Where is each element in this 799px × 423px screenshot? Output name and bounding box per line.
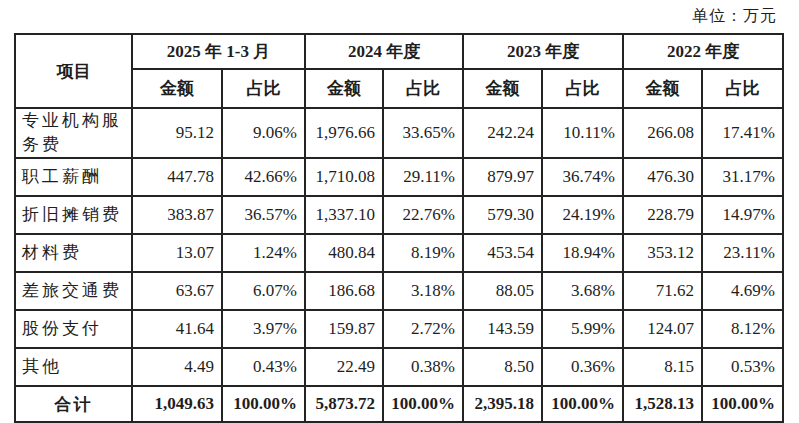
cell-amount: 353.12 xyxy=(623,234,702,272)
cell-ratio: 36.74% xyxy=(542,158,623,196)
cell-ratio: 36.57% xyxy=(222,196,305,234)
cell-amount: 879.97 xyxy=(463,158,542,196)
cell-ratio: 31.17% xyxy=(702,158,783,196)
cell-ratio: 24.19% xyxy=(542,196,623,234)
cell-ratio: 22.76% xyxy=(383,196,463,234)
cell-amount: 8.50 xyxy=(463,348,542,386)
total-row-label: 合计 xyxy=(15,386,132,422)
table-row-share-payment: 股份支付 41.64 3.97% 159.87 2.72% 143.59 5.9… xyxy=(15,310,783,348)
cell-amount: 228.79 xyxy=(623,196,702,234)
cell-ratio: 8.19% xyxy=(383,234,463,272)
expense-breakdown-table: 项目 2025 年 1-3 月 2024 年度 2023 年度 2022 年度 … xyxy=(14,33,784,423)
cell-total-ratio: 100.00% xyxy=(542,386,623,422)
subheader-ratio-2023: 占比 xyxy=(542,69,623,108)
cell-amount: 8.15 xyxy=(623,348,702,386)
cell-ratio: 0.38% xyxy=(383,348,463,386)
cell-ratio: 8.12% xyxy=(702,310,783,348)
cell-ratio: 0.43% xyxy=(222,348,305,386)
table-row-professional-services: 专业机构服务费 95.12 9.06% 1,976.66 33.65% 242.… xyxy=(15,108,783,158)
table-row-depreciation-amortization: 折旧摊销费 383.87 36.57% 1,337.10 22.76% 579.… xyxy=(15,196,783,234)
row-item-label: 差旅交通费 xyxy=(15,272,132,310)
cell-amount: 143.59 xyxy=(463,310,542,348)
cell-ratio: 42.66% xyxy=(222,158,305,196)
row-item-label: 折旧摊销费 xyxy=(15,196,132,234)
cell-ratio: 4.69% xyxy=(702,272,783,310)
cell-amount: 266.08 xyxy=(623,108,702,158)
cell-ratio: 0.36% xyxy=(542,348,623,386)
table-row-other: 其他 4.49 0.43% 22.49 0.38% 8.50 0.36% 8.1… xyxy=(15,348,783,386)
cell-total-ratio: 100.00% xyxy=(702,386,783,422)
column-header-item: 项目 xyxy=(15,34,132,108)
header-row-periods: 项目 2025 年 1-3 月 2024 年度 2023 年度 2022 年度 xyxy=(15,34,783,69)
cell-amount: 476.30 xyxy=(623,158,702,196)
column-header-period-2025: 2025 年 1-3 月 xyxy=(132,34,305,69)
cell-amount: 41.64 xyxy=(132,310,222,348)
cell-ratio: 3.18% xyxy=(383,272,463,310)
cell-amount: 63.67 xyxy=(132,272,222,310)
row-item-label: 职工薪酬 xyxy=(15,158,132,196)
document-page: 单位：万元 项目 2025 年 1-3 月 2024 年度 2023 年度 20… xyxy=(0,0,799,423)
cell-total-amount: 5,873.72 xyxy=(305,386,383,422)
cell-amount: 453.54 xyxy=(463,234,542,272)
subheader-ratio-2025: 占比 xyxy=(222,69,305,108)
cell-amount: 88.05 xyxy=(463,272,542,310)
subheader-amount-2023: 金额 xyxy=(463,69,542,108)
cell-total-ratio: 100.00% xyxy=(222,386,305,422)
cell-total-amount: 1,528.13 xyxy=(623,386,702,422)
cell-amount: 1,976.66 xyxy=(305,108,383,158)
subheader-amount-2022: 金额 xyxy=(623,69,702,108)
cell-ratio: 18.94% xyxy=(542,234,623,272)
cell-amount: 22.49 xyxy=(305,348,383,386)
column-header-period-2023: 2023 年度 xyxy=(463,34,623,69)
cell-ratio: 23.11% xyxy=(702,234,783,272)
column-header-period-2024: 2024 年度 xyxy=(305,34,463,69)
cell-amount: 4.49 xyxy=(132,348,222,386)
cell-ratio: 0.53% xyxy=(702,348,783,386)
cell-amount: 186.68 xyxy=(305,272,383,310)
table-row-total: 合计 1,049.63 100.00% 5,873.72 100.00% 2,3… xyxy=(15,386,783,422)
cell-ratio: 17.41% xyxy=(702,108,783,158)
unit-label: 单位：万元 xyxy=(692,6,777,27)
cell-ratio: 29.11% xyxy=(383,158,463,196)
cell-ratio: 14.97% xyxy=(702,196,783,234)
column-header-period-2022: 2022 年度 xyxy=(623,34,783,69)
cell-ratio: 9.06% xyxy=(222,108,305,158)
cell-ratio: 6.07% xyxy=(222,272,305,310)
cell-total-amount: 2,395.18 xyxy=(463,386,542,422)
cell-ratio: 2.72% xyxy=(383,310,463,348)
subheader-ratio-2022: 占比 xyxy=(702,69,783,108)
cell-amount: 383.87 xyxy=(132,196,222,234)
cell-ratio: 5.99% xyxy=(542,310,623,348)
table-row-employee-compensation: 职工薪酬 447.78 42.66% 1,710.08 29.11% 879.9… xyxy=(15,158,783,196)
cell-amount: 1,710.08 xyxy=(305,158,383,196)
cell-ratio: 1.24% xyxy=(222,234,305,272)
cell-total-amount: 1,049.63 xyxy=(132,386,222,422)
cell-amount: 1,337.10 xyxy=(305,196,383,234)
cell-amount: 579.30 xyxy=(463,196,542,234)
table-row-travel-transport: 差旅交通费 63.67 6.07% 186.68 3.18% 88.05 3.6… xyxy=(15,272,783,310)
cell-amount: 480.84 xyxy=(305,234,383,272)
row-item-label: 其他 xyxy=(15,348,132,386)
subheader-amount-2024: 金额 xyxy=(305,69,383,108)
cell-ratio: 10.11% xyxy=(542,108,623,158)
subheader-ratio-2024: 占比 xyxy=(383,69,463,108)
row-item-label: 专业机构服务费 xyxy=(15,108,132,158)
cell-amount: 447.78 xyxy=(132,158,222,196)
cell-ratio: 3.68% xyxy=(542,272,623,310)
cell-amount: 95.12 xyxy=(132,108,222,158)
cell-ratio: 3.97% xyxy=(222,310,305,348)
cell-amount: 124.07 xyxy=(623,310,702,348)
cell-amount: 159.87 xyxy=(305,310,383,348)
cell-total-ratio: 100.00% xyxy=(383,386,463,422)
row-item-label: 股份支付 xyxy=(15,310,132,348)
cell-amount: 242.24 xyxy=(463,108,542,158)
cell-ratio: 33.65% xyxy=(383,108,463,158)
table-row-materials: 材料费 13.07 1.24% 480.84 8.19% 453.54 18.9… xyxy=(15,234,783,272)
cell-amount: 71.62 xyxy=(623,272,702,310)
cell-amount: 13.07 xyxy=(132,234,222,272)
row-item-label: 材料费 xyxy=(15,234,132,272)
subheader-amount-2025: 金额 xyxy=(132,69,222,108)
